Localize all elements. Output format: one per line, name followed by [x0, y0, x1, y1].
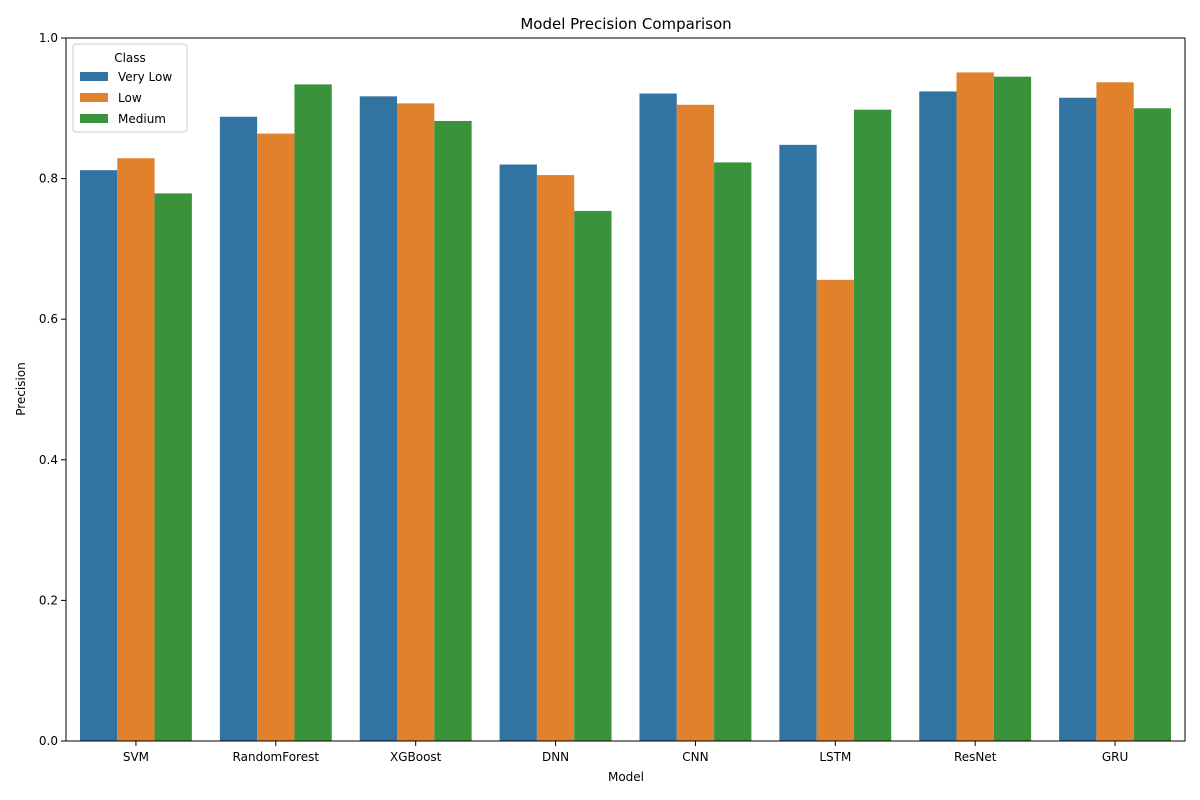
- bars-group: [79, 72, 1172, 742]
- legend-swatch-medium: [80, 114, 108, 123]
- y-tick-label: 1.0: [39, 31, 58, 45]
- bar-resnet-medium: [993, 76, 1032, 742]
- bar-xgboost-very-low: [359, 96, 398, 741]
- y-tick-label: 0.2: [39, 593, 58, 607]
- y-axis: 0.0 0.2 0.4 0.6 0.8 1.0: [39, 31, 66, 748]
- x-tick-label: CNN: [682, 750, 708, 764]
- x-tick-label: XGBoost: [390, 750, 442, 764]
- y-tick-label: 0.6: [39, 312, 58, 326]
- x-axis-label: Model: [608, 770, 644, 784]
- legend-entry: Medium: [118, 112, 166, 126]
- bar-lstm-low: [816, 279, 854, 741]
- bar-cnn-low: [676, 104, 715, 741]
- legend-entry: Low: [118, 91, 142, 105]
- chart-title: Model Precision Comparison: [520, 15, 731, 33]
- bar-xgboost-low: [397, 103, 435, 741]
- y-tick-label: 0.8: [39, 172, 58, 186]
- bar-dnn-low: [536, 175, 575, 741]
- bar-resnet-very-low: [919, 91, 957, 742]
- x-tick-label: LSTM: [819, 750, 851, 764]
- x-axis: SVM RandomForest XGBoost DNN CNN LSTM ResNet GR…: [123, 741, 1128, 764]
- x-tick-label: ResNet: [954, 750, 997, 764]
- bar-resnet-low: [956, 72, 994, 741]
- bar-dnn-medium: [574, 210, 612, 742]
- bar-gru-low: [1096, 82, 1134, 741]
- bar-lstm-medium: [853, 109, 892, 742]
- bar-gru-very-low: [1059, 97, 1097, 741]
- legend-title: Class: [114, 51, 146, 65]
- bar-randomforest-low: [257, 133, 295, 741]
- bar-svm-very-low: [79, 170, 118, 741]
- legend-swatch-low: [80, 93, 108, 102]
- plot-frame: [65, 37, 1186, 742]
- x-tick-label: GRU: [1102, 750, 1128, 764]
- legend: Class Very Low Low Medium: [72, 43, 188, 133]
- bar-gru-medium: [1133, 108, 1172, 742]
- y-tick-label: 0.0: [39, 734, 58, 748]
- legend-entry: Very Low: [118, 70, 172, 84]
- bar-svm-medium: [154, 193, 192, 741]
- legend-swatch-very-low: [80, 72, 108, 81]
- y-tick-label: 0.4: [39, 453, 58, 467]
- y-axis-label: Precision: [14, 362, 28, 416]
- bar-lstm-very-low: [779, 144, 817, 741]
- x-tick-label: RandomForest: [233, 750, 320, 764]
- bar-randomforest-very-low: [219, 116, 258, 741]
- bar-randomforest-medium: [294, 84, 332, 741]
- bar-svm-low: [117, 158, 155, 741]
- bar-xgboost-medium: [434, 120, 472, 742]
- x-tick-label: SVM: [123, 750, 149, 764]
- bar-dnn-very-low: [499, 164, 537, 742]
- bar-cnn-medium: [714, 162, 752, 741]
- legend-box: [72, 43, 188, 133]
- bar-cnn-very-low: [639, 93, 677, 742]
- x-tick-label: DNN: [542, 750, 569, 764]
